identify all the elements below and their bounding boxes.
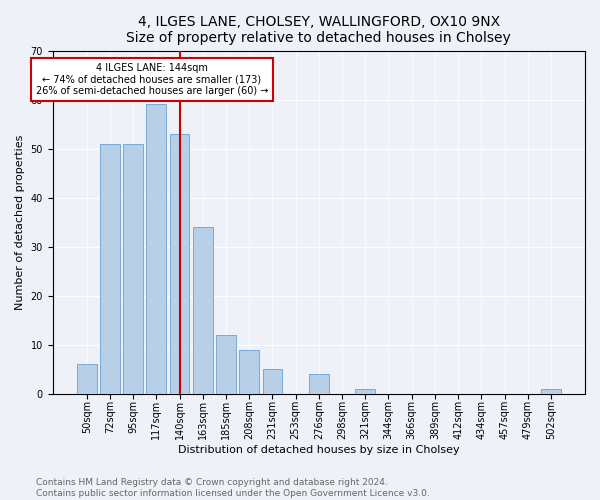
Text: 4 ILGES LANE: 144sqm
← 74% of detached houses are smaller (173)
26% of semi-deta: 4 ILGES LANE: 144sqm ← 74% of detached h… — [35, 63, 268, 96]
Bar — [123, 144, 143, 394]
Bar — [309, 374, 329, 394]
Bar — [193, 227, 212, 394]
Y-axis label: Number of detached properties: Number of detached properties — [15, 134, 25, 310]
Text: Contains HM Land Registry data © Crown copyright and database right 2024.
Contai: Contains HM Land Registry data © Crown c… — [36, 478, 430, 498]
Bar — [541, 389, 561, 394]
X-axis label: Distribution of detached houses by size in Cholsey: Distribution of detached houses by size … — [178, 445, 460, 455]
Title: 4, ILGES LANE, CHOLSEY, WALLINGFORD, OX10 9NX
Size of property relative to detac: 4, ILGES LANE, CHOLSEY, WALLINGFORD, OX1… — [127, 15, 511, 45]
Bar — [216, 335, 236, 394]
Bar — [355, 389, 375, 394]
Bar — [100, 144, 120, 394]
Bar — [77, 364, 97, 394]
Bar — [146, 104, 166, 394]
Bar — [170, 134, 190, 394]
Bar — [263, 370, 282, 394]
Bar — [239, 350, 259, 394]
